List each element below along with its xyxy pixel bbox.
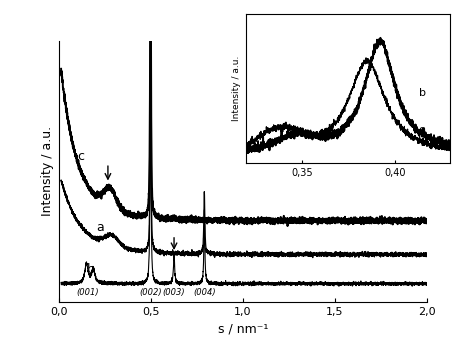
- Text: (003): (003): [163, 288, 185, 297]
- Text: (002): (002): [139, 288, 162, 297]
- Text: b: b: [419, 88, 426, 98]
- Y-axis label: Intensity / a.u.: Intensity / a.u.: [232, 56, 241, 121]
- Text: c: c: [77, 150, 84, 163]
- Text: (004): (004): [193, 288, 216, 297]
- X-axis label: s / nm⁻¹: s / nm⁻¹: [218, 322, 268, 335]
- Y-axis label: Intensity / a.u.: Intensity / a.u.: [41, 126, 54, 216]
- Text: c: c: [419, 125, 425, 135]
- Text: (001): (001): [76, 288, 99, 297]
- Text: a: a: [96, 221, 103, 234]
- Text: b: b: [87, 263, 94, 276]
